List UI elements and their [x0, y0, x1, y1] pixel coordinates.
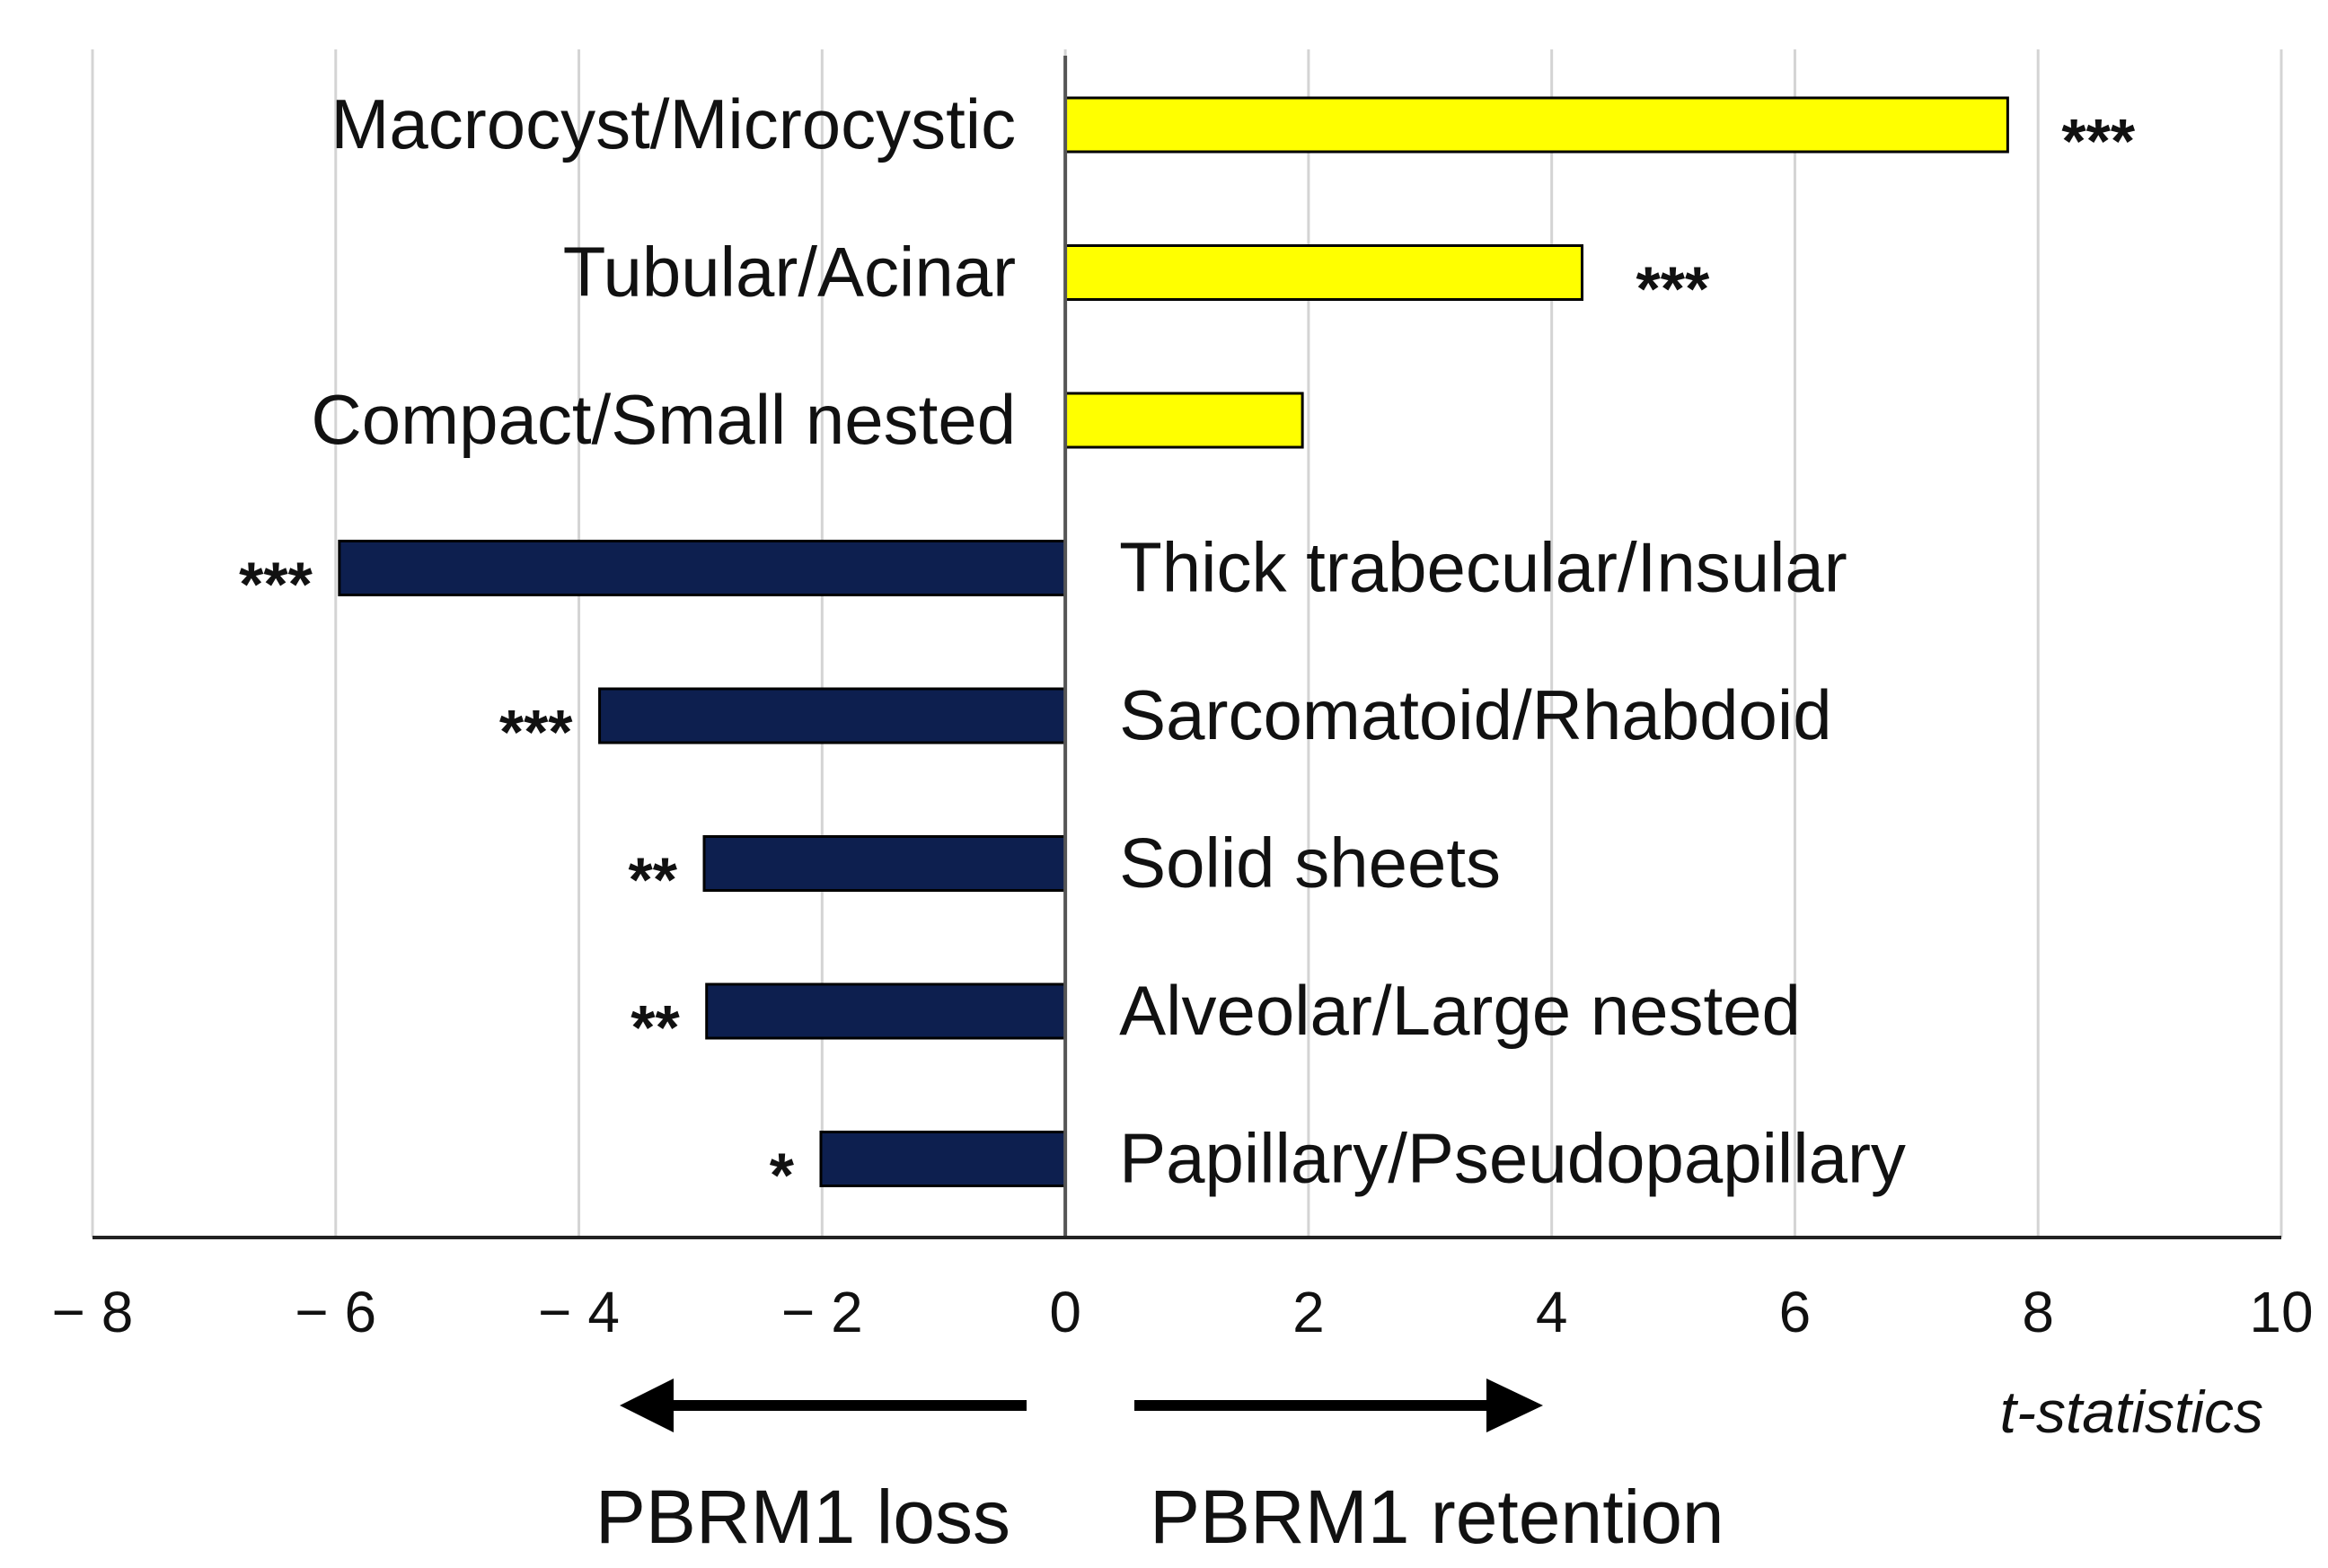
category-label: Macrocyst/Microcystic — [331, 84, 1016, 163]
x-tick-label: − 6 — [295, 1280, 376, 1344]
category-label: Alveolar/Large nested — [1119, 971, 1801, 1050]
category-label: Tubular/Acinar — [563, 233, 1016, 312]
category-label: Sarcomatoid/Rhabdoid — [1119, 675, 1831, 754]
pbrm1-retention-label: PBRM1 retention — [1150, 1475, 1724, 1559]
gridlines — [91, 49, 2283, 1238]
significance-marker: *** — [499, 697, 573, 767]
category-label: Compact/Small nested — [311, 380, 1016, 459]
category-label: Papillary/Pseudopapillary — [1119, 1119, 1906, 1198]
bar — [1063, 96, 2009, 154]
category-label: Thick trabecular/Insular — [1119, 528, 1847, 607]
right-arrow-head — [1486, 1379, 1543, 1432]
x-tick-labels: − 8 − 6 − 4 − 2 0 2 4 6 8 10 — [52, 1280, 2314, 1344]
x-tick-label: 8 — [2022, 1280, 2054, 1344]
x-tick-label: − 4 — [538, 1280, 620, 1344]
x-tick-label: 6 — [1779, 1280, 1812, 1344]
x-tick-label: − 8 — [52, 1280, 134, 1344]
category-labels: Macrocyst/Microcystic Tubular/Acinar Compa… — [311, 84, 1906, 1198]
x-tick-label: 2 — [1292, 1280, 1325, 1344]
bar — [1063, 244, 1584, 301]
significance-marker: *** — [1636, 254, 1710, 324]
bars — [338, 96, 2009, 1187]
x-tick-label: 10 — [2249, 1280, 2313, 1344]
x-tick-label: − 2 — [781, 1280, 863, 1344]
bar — [338, 540, 1067, 596]
bar — [819, 1131, 1067, 1187]
x-axis-title: t-statistics — [2000, 1379, 2263, 1445]
bar — [702, 835, 1067, 892]
significance-marker: * — [770, 1141, 795, 1211]
x-tick-label: 0 — [1049, 1280, 1081, 1344]
category-label: Solid sheets — [1119, 824, 1501, 903]
significance-markers: ***************** — [239, 106, 2136, 1211]
significance-marker: *** — [2061, 106, 2135, 176]
significance-marker: *** — [239, 550, 313, 620]
pbrm1-loss-label: PBRM1 loss — [595, 1475, 1010, 1559]
x-tick-label: 4 — [1536, 1280, 1568, 1344]
bar — [1063, 392, 1304, 449]
bar — [598, 687, 1067, 744]
significance-marker: ** — [630, 992, 680, 1062]
left-arrow-head — [620, 1379, 674, 1432]
significance-marker: ** — [629, 845, 678, 915]
direction-arrows: PBRM1 loss PBRM1 retention — [595, 1379, 1724, 1559]
bar — [705, 982, 1067, 1040]
